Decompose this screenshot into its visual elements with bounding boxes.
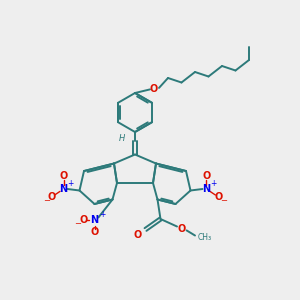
Text: CH₃: CH₃ bbox=[198, 233, 212, 242]
Text: O: O bbox=[134, 230, 142, 240]
Text: −: − bbox=[74, 220, 82, 229]
Text: −: − bbox=[43, 196, 50, 205]
Text: +: + bbox=[67, 179, 74, 188]
Text: O: O bbox=[79, 215, 88, 225]
Text: O: O bbox=[47, 192, 56, 203]
Text: −: − bbox=[220, 196, 227, 205]
Text: O: O bbox=[214, 192, 223, 203]
Text: O: O bbox=[202, 171, 211, 182]
Text: O: O bbox=[177, 224, 186, 234]
Text: +: + bbox=[210, 179, 216, 188]
Text: +: + bbox=[99, 210, 106, 219]
Text: O: O bbox=[90, 227, 99, 237]
Text: O: O bbox=[59, 171, 68, 182]
Text: O: O bbox=[149, 84, 158, 94]
Text: N: N bbox=[59, 184, 68, 194]
Text: N: N bbox=[202, 184, 211, 194]
Text: H: H bbox=[118, 134, 124, 143]
Text: N: N bbox=[90, 215, 99, 225]
